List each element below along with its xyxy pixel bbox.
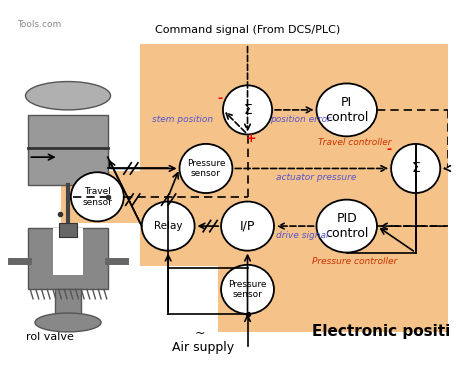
Ellipse shape — [35, 313, 101, 332]
Text: PID
control: PID control — [325, 212, 368, 240]
Text: position error: position error — [270, 115, 331, 124]
Ellipse shape — [221, 202, 274, 251]
Ellipse shape — [391, 144, 440, 193]
Text: Travel controller: Travel controller — [318, 139, 391, 147]
Text: Pressure controller: Pressure controller — [312, 257, 397, 265]
Text: PI
control: PI control — [325, 96, 368, 124]
FancyBboxPatch shape — [140, 44, 448, 332]
FancyBboxPatch shape — [28, 115, 108, 185]
Ellipse shape — [71, 172, 124, 221]
FancyBboxPatch shape — [62, 171, 140, 223]
Text: Relay: Relay — [154, 221, 182, 231]
FancyBboxPatch shape — [28, 228, 108, 289]
Text: Air supply: Air supply — [172, 341, 234, 353]
Text: Σ: Σ — [411, 161, 420, 175]
Ellipse shape — [317, 200, 377, 253]
FancyBboxPatch shape — [59, 223, 77, 238]
Text: -: - — [218, 92, 223, 105]
FancyBboxPatch shape — [53, 228, 83, 275]
FancyBboxPatch shape — [140, 266, 218, 332]
Text: -: - — [387, 143, 392, 156]
Ellipse shape — [26, 82, 110, 110]
Text: rol valve: rol valve — [27, 332, 74, 342]
Text: ~: ~ — [195, 327, 206, 340]
Ellipse shape — [223, 85, 272, 134]
Ellipse shape — [317, 84, 377, 136]
Text: Electronic positi: Electronic positi — [312, 324, 450, 339]
Text: Command signal (From DCS/PLC): Command signal (From DCS/PLC) — [155, 25, 340, 34]
Text: +: + — [246, 132, 256, 145]
Ellipse shape — [142, 202, 195, 251]
FancyBboxPatch shape — [140, 266, 263, 332]
Text: Pressure
sensor: Pressure sensor — [187, 159, 225, 178]
Text: Travel
sensor: Travel sensor — [82, 187, 112, 207]
Text: Σ: Σ — [243, 103, 252, 117]
Text: I/P: I/P — [240, 219, 255, 233]
Ellipse shape — [221, 265, 274, 314]
FancyBboxPatch shape — [55, 289, 81, 322]
Text: Pressure
sensor: Pressure sensor — [228, 280, 267, 299]
Text: Tools.com: Tools.com — [17, 21, 61, 29]
Text: stem position: stem position — [152, 115, 213, 124]
Text: actuator pressure: actuator pressure — [276, 173, 356, 182]
Text: drive signal: drive signal — [276, 231, 328, 240]
Ellipse shape — [180, 144, 232, 193]
